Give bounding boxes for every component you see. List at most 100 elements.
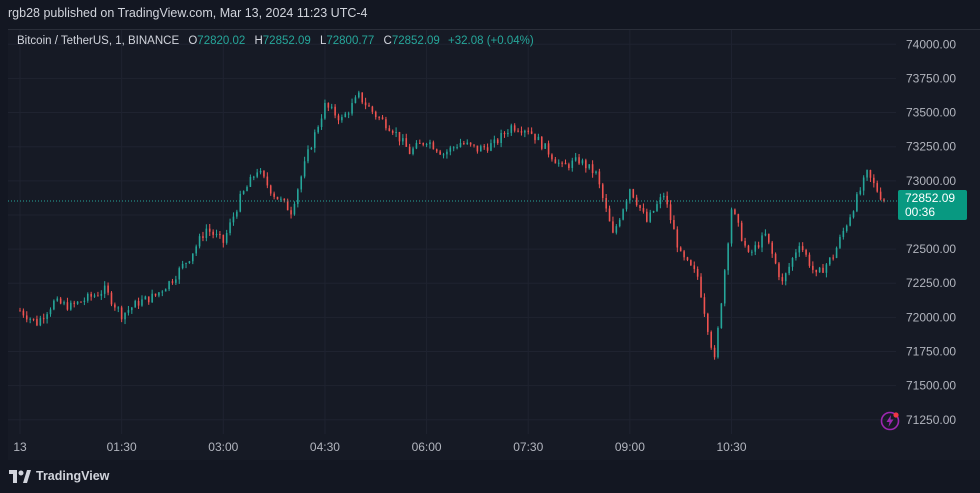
candle-body xyxy=(432,142,435,150)
candle-body xyxy=(652,211,655,213)
candle-body xyxy=(551,154,553,160)
candle-body xyxy=(114,304,116,308)
candle-body xyxy=(300,176,303,190)
candle-body xyxy=(405,138,408,147)
candle-body xyxy=(225,233,228,243)
candle-body xyxy=(310,147,313,150)
x-tick-label: 09:00 xyxy=(615,440,645,454)
candle-body xyxy=(330,106,333,108)
candle-body xyxy=(107,285,109,293)
candle-body xyxy=(598,171,601,185)
candle-body xyxy=(717,327,719,358)
candle-body xyxy=(591,164,594,174)
candle-body xyxy=(276,196,279,200)
y-tick-label: 72500.00 xyxy=(906,242,956,256)
candle-body xyxy=(324,102,326,119)
brand-name: TradingView xyxy=(36,469,110,483)
candle-body xyxy=(622,209,624,220)
candle-body xyxy=(236,211,238,217)
candle-body xyxy=(608,208,611,222)
candle-body xyxy=(435,149,438,152)
y-tick-label: 73500.00 xyxy=(906,106,956,120)
candle-body xyxy=(642,208,645,212)
candle-body xyxy=(530,131,533,134)
low-label: L xyxy=(319,35,327,47)
candle-body xyxy=(151,293,153,303)
candle-body xyxy=(463,142,465,144)
candle-body xyxy=(215,234,218,236)
x-tick-label: 06:00 xyxy=(412,440,442,454)
candle-body xyxy=(256,172,258,177)
candle-body xyxy=(361,92,364,103)
candle-body xyxy=(845,225,848,231)
candle-body xyxy=(517,130,519,132)
candle-body xyxy=(595,171,597,174)
candle-body xyxy=(351,103,353,114)
x-tick-label: 04:30 xyxy=(310,440,340,454)
candle-body xyxy=(869,170,872,178)
candle-body xyxy=(659,197,662,205)
candle-body xyxy=(764,233,767,236)
candle-body xyxy=(90,293,92,297)
candle-body xyxy=(80,301,82,303)
candle-body xyxy=(76,301,79,304)
candle-countdown: 00:36 xyxy=(905,205,936,220)
candle-body xyxy=(476,145,479,152)
candle-body xyxy=(232,216,235,223)
candle-body xyxy=(134,301,136,308)
candle-body xyxy=(56,298,59,301)
candle-body xyxy=(513,125,516,131)
tradingview-brand[interactable]: TradingView xyxy=(9,469,109,483)
x-tick-label: 01:30 xyxy=(107,440,137,454)
lightning-icon[interactable] xyxy=(880,411,900,431)
candle-body xyxy=(547,143,550,155)
candle-body xyxy=(649,212,652,222)
candle-body xyxy=(266,176,269,186)
candle-body xyxy=(29,318,31,320)
candle-body xyxy=(385,119,387,129)
publisher-text: rgb28 published on TradingView.com, Mar … xyxy=(8,6,368,20)
candle-body xyxy=(53,300,55,310)
candle-body xyxy=(490,143,492,151)
chart-area[interactable]: 74000.00 73750.00 73500.00 73250.00 73000.00… xyxy=(8,29,980,461)
candle-body xyxy=(700,276,702,298)
candle-body xyxy=(246,186,248,192)
candle-body xyxy=(839,236,841,248)
candle-body xyxy=(500,132,502,144)
price-chart[interactable]: 74000.00 73750.00 73500.00 73250.00 73000.00… xyxy=(8,30,980,461)
candle-body xyxy=(808,254,811,266)
candle-body xyxy=(703,297,706,314)
candle-body xyxy=(781,277,784,282)
candle-body xyxy=(561,162,563,164)
candle-body xyxy=(293,203,296,215)
candle-body xyxy=(690,260,692,266)
candle-body xyxy=(198,236,201,247)
candle-body xyxy=(442,154,445,156)
candle-body xyxy=(19,310,21,312)
candle-body xyxy=(290,210,292,215)
candle-body xyxy=(205,228,208,238)
candle-body xyxy=(686,257,689,261)
candle-body xyxy=(439,151,441,155)
candle-body xyxy=(815,269,818,273)
candle-body xyxy=(297,189,299,204)
candle-body xyxy=(73,302,76,304)
candle-body xyxy=(66,302,69,310)
candle-body xyxy=(761,235,763,248)
candle-body xyxy=(842,230,845,237)
candle-body xyxy=(832,257,834,259)
candle-body xyxy=(120,307,123,320)
candle-body xyxy=(344,113,347,118)
high-value: 72852.09 xyxy=(262,35,311,47)
candle-body xyxy=(25,315,28,320)
candle-body xyxy=(22,310,25,316)
candle-body xyxy=(93,295,96,297)
candle-body xyxy=(493,139,496,144)
candle-body xyxy=(144,296,147,300)
candle-body xyxy=(730,209,733,244)
footer-bar xyxy=(0,460,980,493)
candle-body xyxy=(59,298,62,304)
candle-body xyxy=(496,139,499,144)
candle-body xyxy=(202,236,204,238)
candle-body xyxy=(158,292,160,296)
